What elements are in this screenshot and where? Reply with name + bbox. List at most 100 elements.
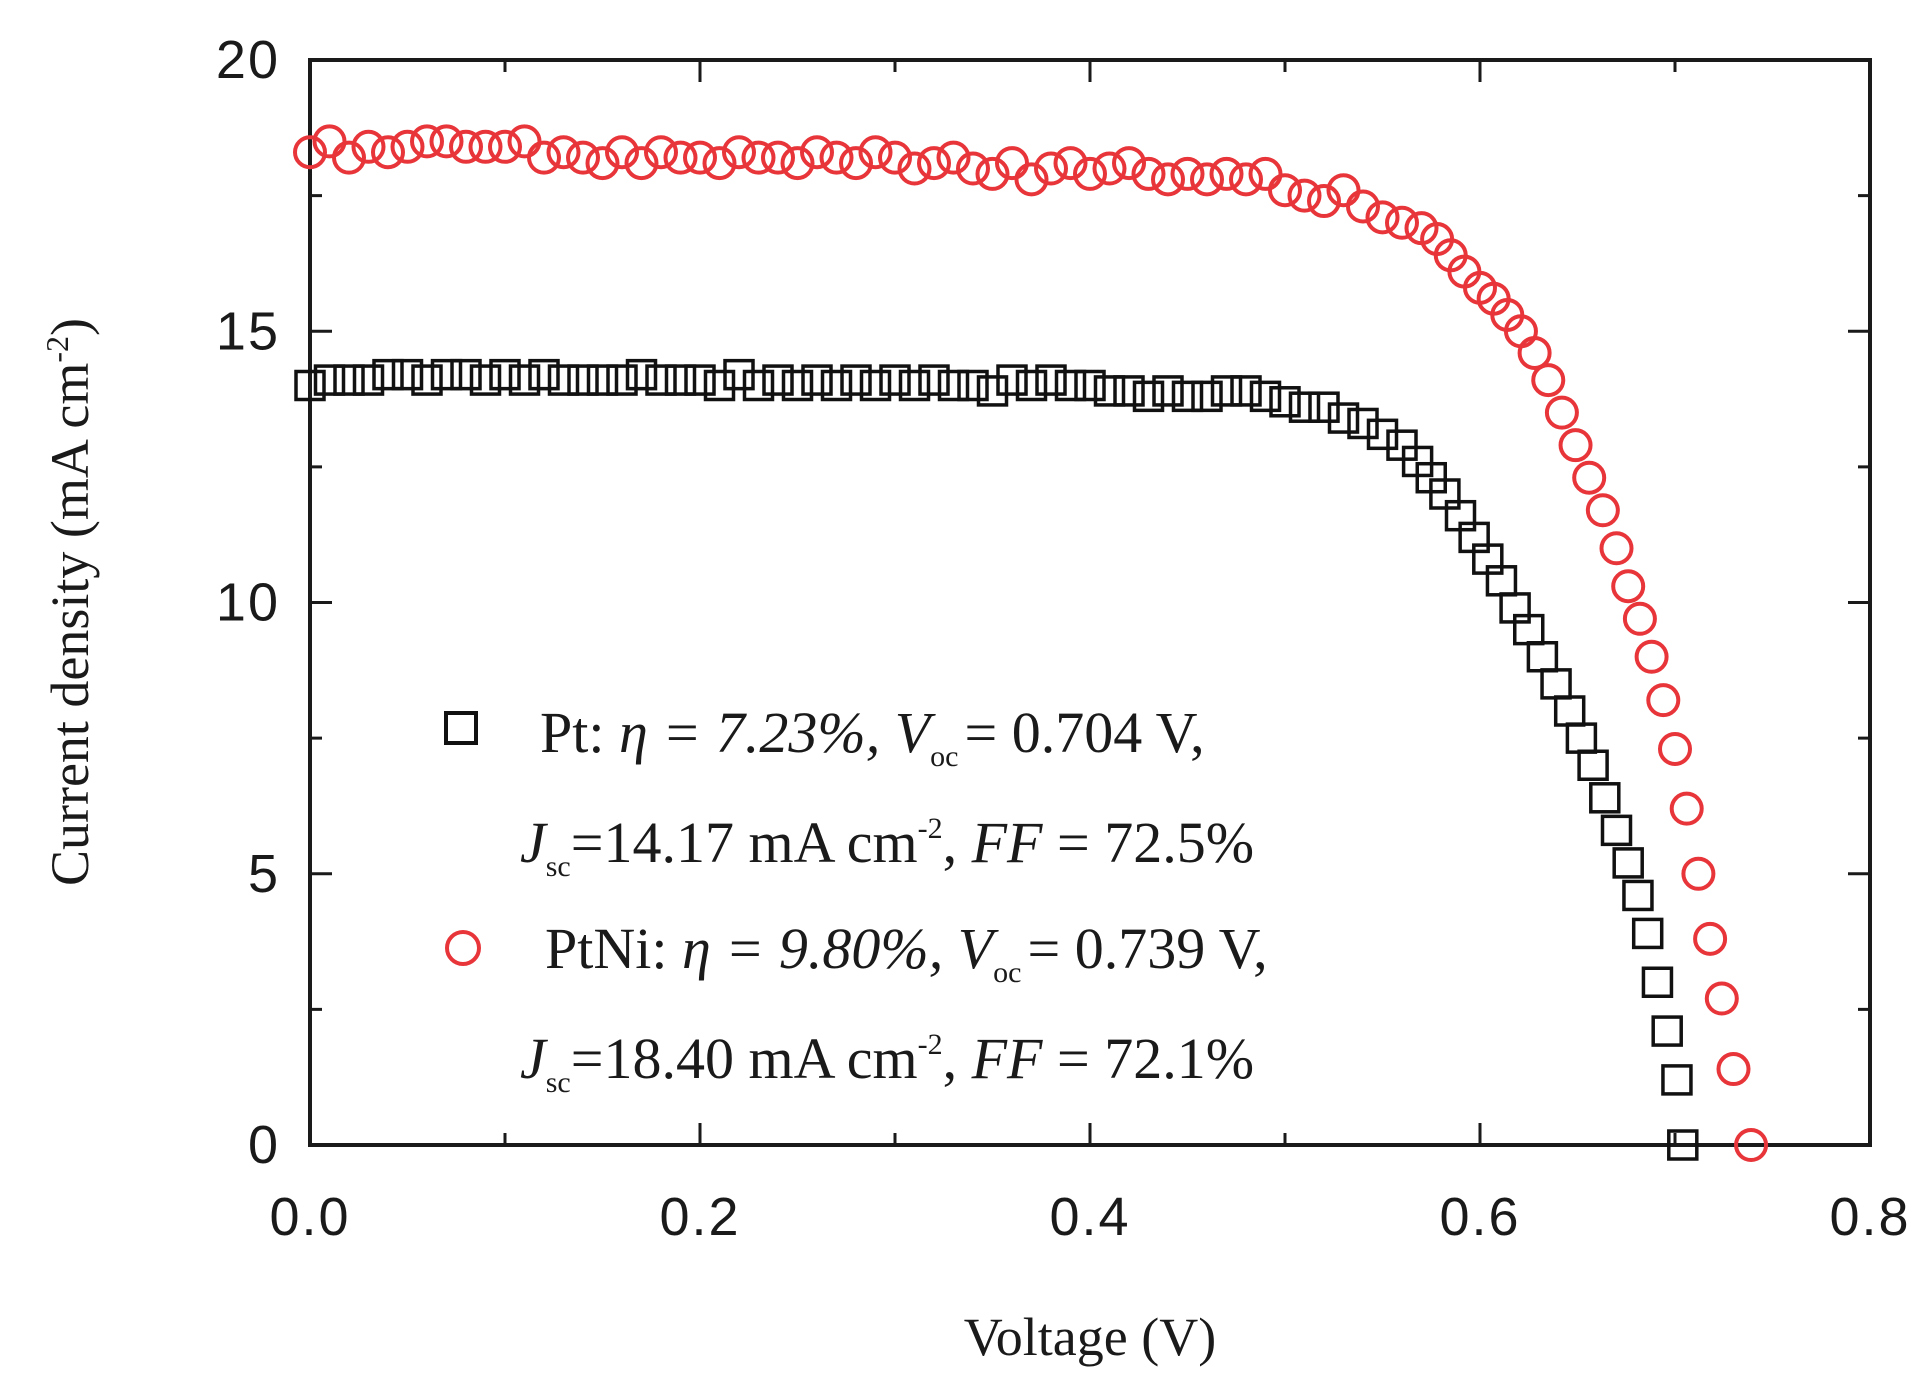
pt-data-point bbox=[1054, 369, 1087, 402]
pt-data-point bbox=[352, 364, 385, 396]
ptni-data-point bbox=[293, 135, 327, 170]
ptni-data-point bbox=[1558, 428, 1593, 463]
pt-data-point bbox=[508, 364, 541, 396]
ptni-data-point bbox=[1170, 156, 1205, 191]
ptni-data-point bbox=[839, 146, 873, 181]
legend-ptni-jsc-label: J bbox=[520, 1026, 549, 1091]
pt-data-point bbox=[918, 364, 950, 396]
legend-pt-ff-label: FF bbox=[971, 810, 1043, 875]
ptni-data-point bbox=[1268, 173, 1302, 208]
axis-ticks bbox=[308, 58, 1872, 1147]
series-ptni bbox=[293, 124, 1769, 1162]
ptni-data-point bbox=[1209, 156, 1244, 191]
legend-marker-ptni bbox=[445, 930, 481, 966]
ptni-data-point bbox=[1599, 531, 1634, 566]
ptni-data-point bbox=[1190, 162, 1224, 197]
legend-pt-line1: Pt: η = 7.23%, Voc = 0.704 V, bbox=[540, 700, 1205, 773]
ptni-data-point bbox=[1346, 189, 1380, 224]
legend-ptni-voc-value: = 0.739 V, bbox=[1028, 916, 1268, 981]
pt-data-point bbox=[996, 364, 1028, 396]
ptni-data-point bbox=[390, 129, 425, 164]
pt-data-point bbox=[1288, 391, 1321, 423]
pt-data-point bbox=[1035, 364, 1067, 396]
pt-data-point bbox=[1113, 375, 1145, 407]
pt-data-point bbox=[703, 369, 736, 402]
pt-data-point bbox=[801, 364, 833, 396]
ptni-data-point bbox=[780, 146, 815, 181]
ptni-data-point bbox=[1092, 151, 1127, 186]
ptni-data-point bbox=[371, 135, 405, 170]
pt-data-point bbox=[489, 358, 521, 391]
ptni-data-point bbox=[410, 124, 444, 159]
pt-data-point bbox=[333, 364, 365, 396]
pt-data-point bbox=[957, 369, 989, 402]
legend-pt-ff-value: = 72.5% bbox=[1057, 810, 1254, 875]
legend-pt-line2: Jsc=14.17 mA cm-2, FF = 72.5% bbox=[520, 810, 1254, 883]
pt-data-point bbox=[840, 364, 872, 396]
pt-data-point bbox=[1074, 369, 1106, 402]
legend: Pt: η = 7.23%, Voc = 0.704 V, Jsc=14.17 m… bbox=[444, 700, 1268, 1099]
pt-data-point bbox=[879, 364, 911, 396]
ptni-data-point bbox=[624, 146, 659, 181]
pt-data-point bbox=[1171, 380, 1204, 413]
legend-pt-jsc-sub: sc bbox=[546, 850, 571, 883]
pt-data-point bbox=[1152, 375, 1184, 407]
ptni-data-point bbox=[1622, 601, 1657, 636]
pt-data-point bbox=[976, 375, 1009, 407]
pt-data-point bbox=[1093, 375, 1126, 407]
pt-data-point bbox=[1526, 641, 1559, 673]
ptni-data-point bbox=[1151, 162, 1185, 197]
pt-data-point bbox=[684, 364, 716, 396]
ptni-data-point bbox=[683, 140, 717, 175]
pt-data-point bbox=[1308, 391, 1340, 423]
legend-pt-voc-label: V bbox=[895, 700, 937, 765]
legend-ptni-line2: Jsc=18.40 mA cm-2, FF = 72.1% bbox=[520, 1026, 1254, 1099]
pt-data-point bbox=[1249, 380, 1282, 413]
ptni-data-point bbox=[858, 135, 893, 170]
legend-ptni-jsc-sup: -2 bbox=[918, 1028, 943, 1061]
pt-data-point bbox=[1641, 966, 1674, 998]
pt-data-point bbox=[1651, 1015, 1683, 1047]
pt-data-point bbox=[1577, 749, 1609, 781]
pt-data-point bbox=[1015, 369, 1048, 402]
pt-data-point bbox=[1565, 722, 1598, 754]
ptni-data-point bbox=[468, 129, 503, 164]
legend-ptni-jsc-sub: sc bbox=[546, 1066, 571, 1099]
ptni-data-point bbox=[1131, 156, 1166, 191]
legend-ptni-line1: PtNi: η = 9.80%, Voc = 0.739 V, bbox=[545, 916, 1268, 989]
legend-ptni-ff-label: FF bbox=[971, 1026, 1043, 1091]
pt-data-point bbox=[1661, 1064, 1693, 1096]
ptni-data-point bbox=[800, 135, 834, 170]
pt-data-point bbox=[586, 364, 619, 396]
ptni-data-point bbox=[429, 124, 464, 159]
pt-data-point bbox=[859, 369, 892, 402]
legend-pt-jsc-label: J bbox=[520, 810, 549, 875]
ptni-data-point bbox=[449, 129, 483, 164]
ptni-data-point bbox=[975, 156, 1010, 191]
ptni-data-point bbox=[644, 135, 678, 170]
ptni-data-point bbox=[1014, 162, 1049, 197]
pt-data-point bbox=[762, 364, 794, 396]
legend-ptni-voc-sub: oc bbox=[993, 956, 1021, 989]
pt-data-point bbox=[645, 364, 677, 396]
pt-data-point bbox=[391, 358, 424, 391]
pt-data-point bbox=[1132, 380, 1165, 413]
ptni-data-point bbox=[761, 140, 795, 175]
ptni-data-point bbox=[1669, 791, 1704, 826]
legend-ptni-eta: η = 9.80%, bbox=[682, 916, 943, 981]
pt-data-point bbox=[411, 364, 443, 396]
pt-data-point bbox=[1589, 782, 1621, 814]
pt-data-point bbox=[430, 358, 463, 391]
ptni-data-point bbox=[566, 140, 600, 175]
pt-data-point bbox=[372, 358, 404, 391]
ptni-data-point bbox=[1053, 146, 1088, 181]
ptni-data-point bbox=[507, 124, 542, 159]
series-pt bbox=[294, 358, 1699, 1161]
ptni-data-point bbox=[1681, 856, 1716, 891]
pt-data-point bbox=[1191, 380, 1223, 413]
ptni-data-point bbox=[1544, 395, 1579, 430]
y-axis-title-main: Current density (mA cm bbox=[40, 363, 100, 886]
ptni-data-point bbox=[956, 151, 990, 186]
legend-pt-voc-value: = 0.704 V, bbox=[965, 700, 1205, 765]
